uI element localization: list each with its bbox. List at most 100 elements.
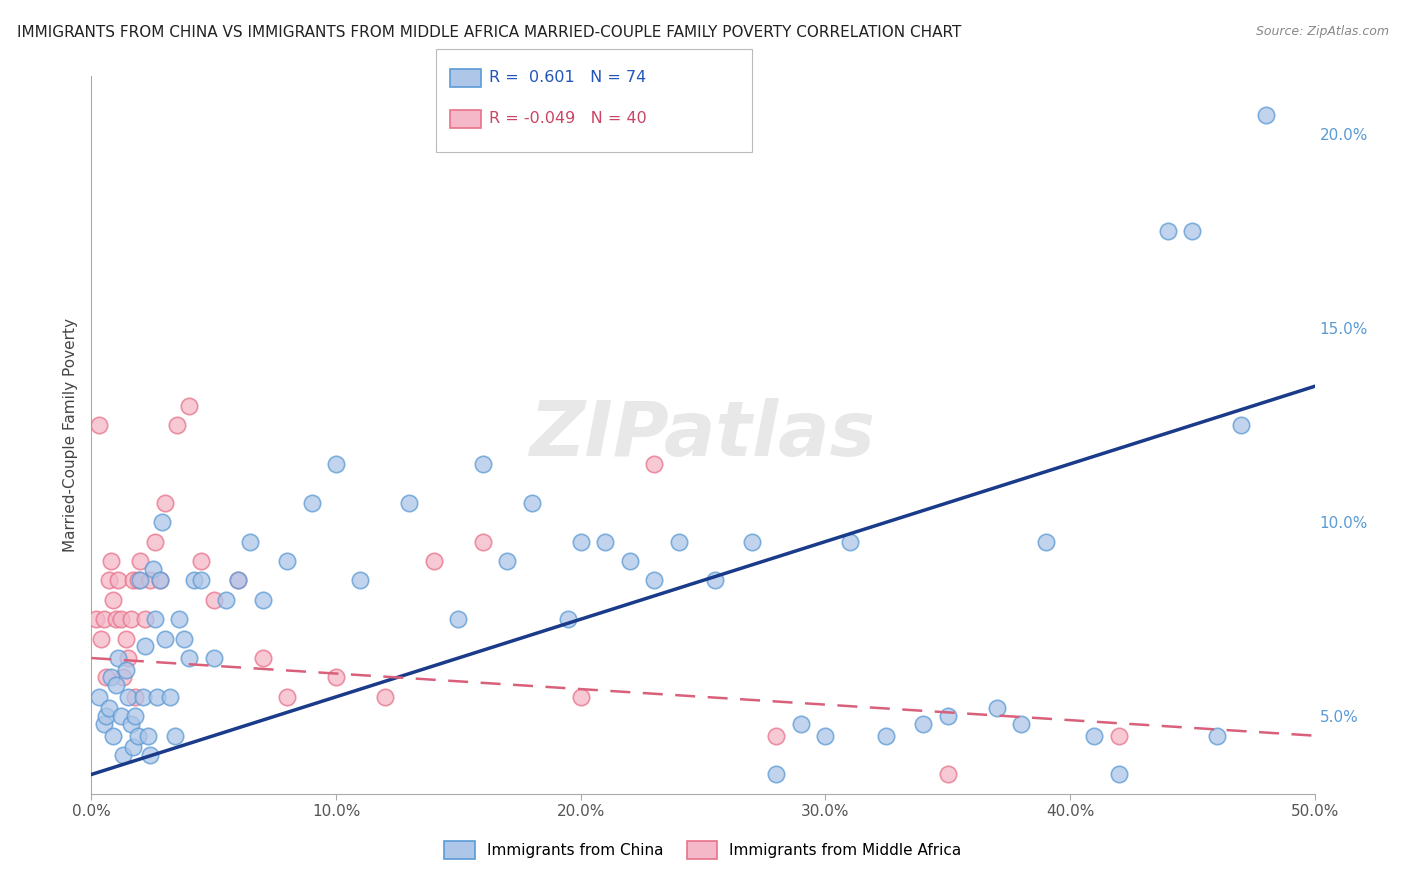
Point: [765, 767, 787, 781]
Point: [97, 701, 120, 715]
Point: [668, 534, 690, 549]
Point: [838, 534, 860, 549]
Point: [790, 717, 813, 731]
Point: [136, 729, 159, 743]
Point: [94, 670, 117, 684]
Point: [122, 740, 145, 755]
Point: [166, 418, 188, 433]
Point: [153, 632, 176, 646]
Point: [1157, 224, 1180, 238]
Point: [94, 709, 117, 723]
Point: [1083, 729, 1105, 743]
Point: [471, 457, 494, 471]
Point: [112, 747, 135, 762]
Point: [569, 534, 592, 549]
Point: [90, 632, 112, 646]
Point: [150, 515, 173, 529]
Point: [226, 574, 249, 588]
Point: [252, 651, 274, 665]
Point: [104, 678, 127, 692]
Point: [1010, 717, 1032, 731]
Point: [141, 562, 163, 576]
Point: [149, 574, 172, 588]
Point: [143, 534, 166, 549]
Point: [122, 574, 145, 588]
Point: [107, 574, 129, 588]
Point: [107, 651, 129, 665]
Point: [153, 496, 176, 510]
Point: [93, 717, 115, 731]
Point: [936, 709, 959, 723]
Y-axis label: Married-Couple Family Poverty: Married-Couple Family Poverty: [62, 318, 77, 552]
Point: [124, 709, 146, 723]
Point: [1108, 729, 1130, 743]
Point: [1230, 418, 1253, 433]
Point: [87, 418, 110, 433]
Point: [173, 632, 195, 646]
Point: [143, 612, 166, 626]
Point: [619, 554, 641, 568]
Point: [520, 496, 543, 510]
Point: [159, 690, 181, 704]
Point: [179, 399, 201, 413]
Point: [301, 496, 323, 510]
Point: [447, 612, 470, 626]
Point: [124, 690, 146, 704]
Point: [104, 612, 127, 626]
Point: [276, 554, 298, 568]
Point: [1035, 534, 1057, 549]
Point: [496, 554, 519, 568]
Point: [471, 534, 494, 549]
Point: [114, 663, 136, 677]
Point: [643, 457, 665, 471]
Point: [202, 651, 225, 665]
Point: [127, 574, 149, 588]
Point: [117, 651, 139, 665]
Point: [190, 554, 212, 568]
Point: [1108, 767, 1130, 781]
Point: [134, 612, 156, 626]
Point: [1205, 729, 1227, 743]
Point: [134, 640, 156, 654]
Point: [139, 574, 162, 588]
Point: [215, 592, 238, 607]
Point: [87, 690, 110, 704]
Point: [814, 729, 837, 743]
Point: [1181, 224, 1204, 238]
Legend: Immigrants from China, Immigrants from Middle Africa: Immigrants from China, Immigrants from M…: [439, 836, 967, 865]
Point: [226, 574, 249, 588]
Point: [179, 651, 201, 665]
Text: ZIPatlas: ZIPatlas: [530, 398, 876, 472]
Point: [114, 632, 136, 646]
Point: [103, 592, 125, 607]
Point: [593, 534, 616, 549]
Point: [912, 717, 935, 731]
Point: [110, 709, 132, 723]
Text: Source: ZipAtlas.com: Source: ZipAtlas.com: [1256, 25, 1389, 38]
Point: [93, 612, 115, 626]
Text: R = -0.049   N = 40: R = -0.049 N = 40: [489, 112, 647, 126]
Point: [398, 496, 420, 510]
Point: [423, 554, 446, 568]
Point: [169, 612, 191, 626]
Point: [146, 690, 169, 704]
Point: [132, 690, 155, 704]
Point: [704, 574, 727, 588]
Point: [120, 717, 142, 731]
Point: [569, 806, 592, 821]
Point: [110, 612, 132, 626]
Point: [986, 701, 1008, 715]
Point: [1254, 108, 1277, 122]
Point: [120, 612, 142, 626]
Point: [569, 690, 592, 704]
Point: [349, 574, 371, 588]
Point: [97, 574, 120, 588]
Point: [149, 574, 172, 588]
Point: [765, 729, 787, 743]
Point: [117, 690, 139, 704]
Point: [741, 534, 763, 549]
Point: [374, 690, 396, 704]
Point: [643, 574, 665, 588]
Point: [100, 554, 122, 568]
Point: [139, 747, 162, 762]
